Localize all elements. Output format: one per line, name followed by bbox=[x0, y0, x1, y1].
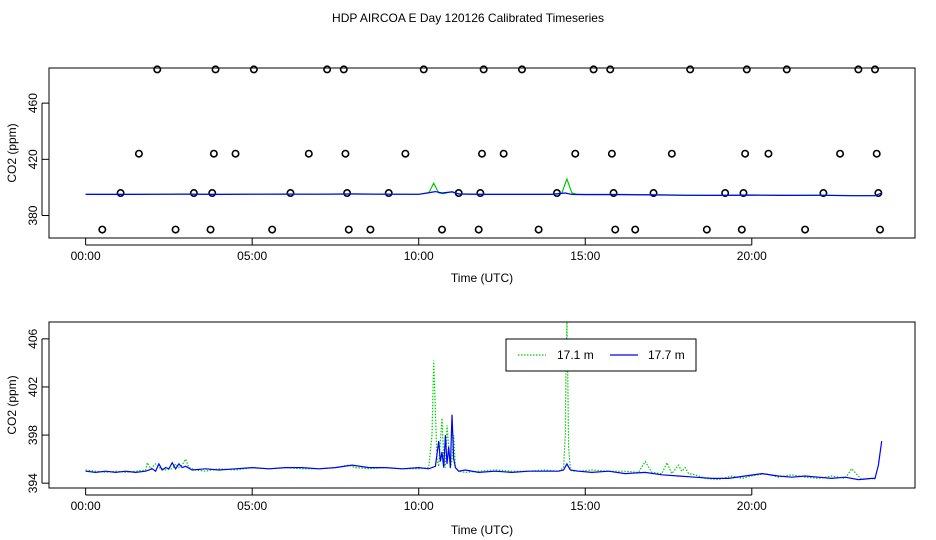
plot-area-bottom bbox=[48, 321, 916, 489]
data-point-top bbox=[477, 149, 486, 158]
y-tick-label-bottom: 398 bbox=[26, 425, 40, 445]
data-point-top bbox=[739, 189, 748, 198]
data-point-top bbox=[876, 225, 885, 234]
series-line-bottom-1 bbox=[85, 414, 883, 481]
data-point-top bbox=[323, 65, 332, 74]
data-point-top bbox=[341, 149, 350, 158]
data-point-top bbox=[819, 189, 828, 198]
data-point-top bbox=[208, 189, 217, 198]
data-point-top bbox=[401, 149, 410, 158]
data-point-top bbox=[801, 225, 810, 234]
y-axis-label-bottom: CO2 (ppm) bbox=[5, 375, 19, 434]
legend-box bbox=[505, 338, 697, 372]
data-point-top bbox=[764, 149, 773, 158]
data-point-top bbox=[474, 225, 483, 234]
x-tick-label-bottom: 20:00 bbox=[737, 499, 767, 513]
data-point-top bbox=[589, 65, 598, 74]
data-point-top bbox=[231, 149, 240, 158]
chart-panel-top: 00:00 05:00 10:00 15:00 20:00 380 420 460 Time… bbox=[5, 65, 916, 285]
data-point-top bbox=[343, 189, 352, 198]
legend: 17.1 m 17.7 m bbox=[505, 338, 697, 372]
y-tick-label-top: 420 bbox=[26, 149, 40, 169]
page-title: HDP AIRCOA E Day 120126 Calibrated Times… bbox=[332, 11, 604, 25]
data-point-top bbox=[741, 149, 750, 158]
y-tick-label-top: 460 bbox=[26, 93, 40, 113]
data-point-top bbox=[611, 225, 620, 234]
legend-label-17-7m: 17.7 m bbox=[648, 348, 685, 362]
data-point-top bbox=[871, 65, 880, 74]
x-tick-label-top: 05:00 bbox=[237, 249, 267, 263]
x-axis-label-bottom: Time (UTC) bbox=[451, 523, 513, 537]
data-point-top bbox=[782, 65, 791, 74]
data-point-top bbox=[631, 225, 640, 234]
series-layer-top bbox=[85, 65, 885, 234]
x-axis-top: 00:00 05:00 10:00 15:00 20:00 bbox=[71, 238, 767, 263]
series-layer-bottom bbox=[85, 321, 883, 481]
data-point-top bbox=[667, 149, 676, 158]
data-point-top bbox=[304, 149, 313, 158]
y-tick-label-bottom: 406 bbox=[26, 329, 40, 349]
data-point-top bbox=[571, 149, 580, 158]
data-point-top bbox=[116, 189, 125, 198]
data-point-top bbox=[211, 65, 220, 74]
legend-label-17-1m: 17.1 m bbox=[557, 348, 594, 362]
data-point-top bbox=[438, 225, 447, 234]
chart-panel-bottom: 00:00 05:00 10:00 15:00 20:00 394 398 402 406 T… bbox=[5, 321, 916, 537]
data-point-top bbox=[854, 65, 863, 74]
y-tick-label-bottom: 394 bbox=[26, 473, 40, 493]
series-line-top-2 bbox=[85, 190, 882, 197]
data-point-top bbox=[737, 225, 746, 234]
y-axis-top: 380 420 460 bbox=[26, 93, 49, 226]
y-tick-label-bottom: 402 bbox=[26, 377, 40, 397]
data-point-top bbox=[366, 225, 375, 234]
data-point-top bbox=[344, 225, 353, 234]
x-tick-label-bottom: 15:00 bbox=[570, 499, 600, 513]
data-point-top bbox=[702, 225, 711, 234]
data-point-top bbox=[534, 225, 543, 234]
data-point-top bbox=[206, 225, 215, 234]
x-tick-label-top: 15:00 bbox=[570, 249, 600, 263]
data-point-top bbox=[609, 189, 618, 198]
y-axis-bottom: 394 398 402 406 bbox=[26, 329, 49, 493]
x-tick-label-top: 00:00 bbox=[71, 249, 101, 263]
x-tick-label-bottom: 05:00 bbox=[237, 499, 267, 513]
data-point-top bbox=[384, 189, 393, 198]
data-point-top bbox=[836, 149, 845, 158]
data-point-top bbox=[268, 225, 277, 234]
x-axis-label-top: Time (UTC) bbox=[451, 271, 513, 285]
data-point-top bbox=[153, 65, 162, 74]
x-tick-label-bottom: 00:00 bbox=[71, 499, 101, 513]
data-point-top bbox=[286, 189, 295, 198]
data-point-top bbox=[607, 149, 616, 158]
y-axis-label-top: CO2 (ppm) bbox=[5, 123, 19, 182]
series-line-bottom-0 bbox=[85, 321, 876, 481]
data-point-top bbox=[98, 225, 107, 234]
data-point-top bbox=[479, 65, 488, 74]
data-point-top bbox=[499, 149, 508, 158]
data-point-top bbox=[134, 149, 143, 158]
y-tick-label-top: 380 bbox=[26, 205, 40, 225]
plot-area-top bbox=[48, 67, 916, 239]
data-point-top bbox=[517, 65, 526, 74]
data-point-top bbox=[872, 149, 881, 158]
data-point-top bbox=[209, 149, 218, 158]
x-tick-label-bottom: 10:00 bbox=[404, 499, 434, 513]
data-point-top bbox=[189, 189, 198, 198]
x-tick-label-top: 20:00 bbox=[737, 249, 767, 263]
x-tick-label-top: 10:00 bbox=[404, 249, 434, 263]
data-point-top bbox=[686, 65, 695, 74]
data-point-top bbox=[171, 225, 180, 234]
data-point-top bbox=[419, 65, 428, 74]
x-axis-bottom: 00:00 05:00 10:00 15:00 20:00 bbox=[71, 488, 767, 513]
data-point-top bbox=[649, 189, 658, 198]
data-point-top bbox=[721, 189, 730, 198]
data-point-top bbox=[476, 189, 485, 198]
data-point-top bbox=[249, 65, 258, 74]
data-point-top bbox=[742, 65, 751, 74]
data-point-top bbox=[606, 65, 615, 74]
data-point-top bbox=[339, 65, 348, 74]
